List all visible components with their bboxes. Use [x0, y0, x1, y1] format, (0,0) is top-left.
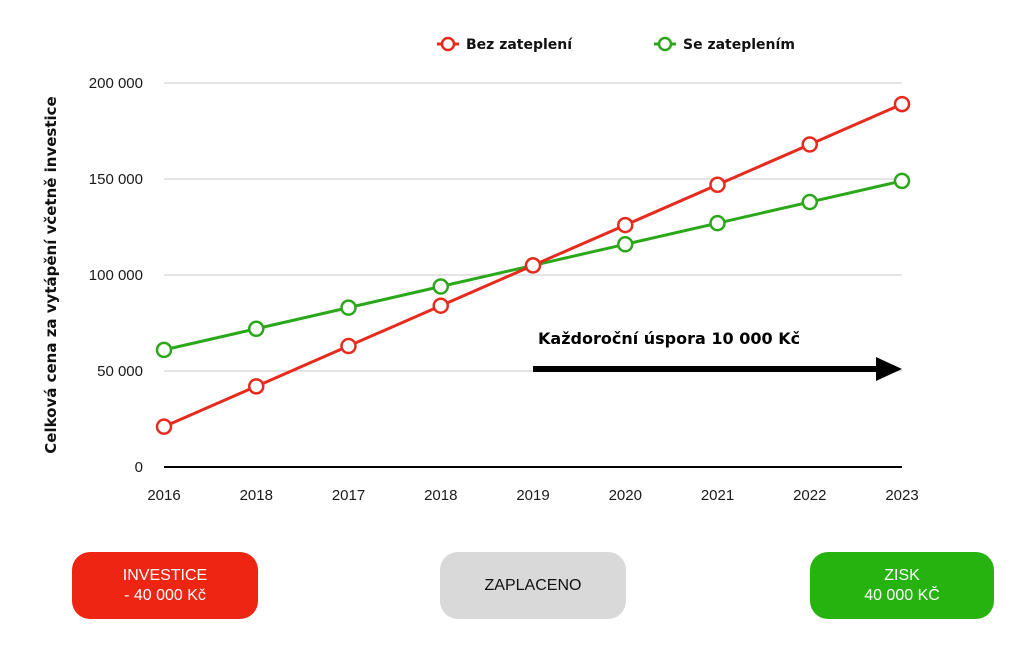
profit-box-value: 40 000 KČ [864, 586, 940, 604]
y-tick-labels: 0 50 000 100 000 150 000 200 000 [89, 75, 143, 476]
profit-box-title: ZISK [884, 566, 920, 584]
annotation-text: Každoroční úspora 10 000 Kč [538, 329, 800, 348]
data-point [155, 418, 173, 435]
x-tick-label: 2018 [424, 487, 457, 504]
data-point [524, 257, 542, 274]
x-tick-label: 2018 [240, 487, 273, 504]
x-tick-label: 2021 [701, 487, 734, 504]
paid-box: ZAPLACENO [440, 552, 626, 619]
data-point [432, 297, 449, 314]
y-tick-label: 200 000 [89, 75, 143, 92]
y-tick-label: 100 000 [89, 267, 143, 284]
data-point [432, 278, 449, 295]
data-point [155, 341, 173, 359]
investment-box-title: INVESTICE [122, 566, 208, 584]
data-point [709, 214, 726, 232]
x-tick-labels: 2016 2018 2017 2018 2019 2020 2021 2022 2023 [147, 487, 918, 504]
x-tick-label: 2017 [332, 487, 365, 504]
x-tick-label: 2019 [516, 487, 549, 504]
legend-label-se-zateplenim: Se zateplením [683, 37, 795, 53]
data-point [801, 193, 818, 211]
data-point [617, 216, 634, 234]
data-point [248, 320, 265, 338]
y-tick-label: 150 000 [89, 171, 143, 188]
investment-box: INVESTICE - 40 000 Kč [72, 552, 258, 619]
data-point [340, 337, 357, 355]
profit-box: ZISK 40 000 KČ [810, 552, 994, 619]
data-point [340, 299, 357, 316]
investment-box-value: - 40 000 Kč [124, 586, 206, 604]
legend: Bez zateplení Se zateplením [437, 36, 795, 53]
x-tick-label: 2016 [147, 487, 180, 504]
y-tick-label: 50 000 [97, 363, 143, 380]
y-tick-label: 0 [135, 459, 143, 476]
data-point [893, 172, 911, 190]
x-tick-label: 2020 [609, 487, 642, 504]
paid-box-title: ZAPLACENO [484, 576, 582, 594]
y-axis-title: Celková cena za vytápění včetně investic… [42, 96, 60, 453]
x-tick-label: 2022 [793, 487, 826, 504]
legend-marker-bez-zatepleni [440, 36, 456, 52]
data-point [248, 378, 265, 395]
annotation-arrow-head [876, 357, 902, 381]
legend-label-bez-zatepleni: Bez zateplení [466, 37, 573, 53]
series-layer [155, 95, 911, 435]
data-point [617, 236, 634, 253]
data-point [893, 95, 911, 113]
legend-marker-se-zateplenim [657, 36, 673, 52]
x-tick-label: 2023 [885, 487, 918, 504]
legend-item-se-zateplenim: Se zateplením [654, 36, 795, 53]
annotation: Každoroční úspora 10 000 Kč [533, 329, 902, 381]
data-point [801, 136, 818, 153]
legend-item-bez-zatepleni: Bez zateplení [437, 36, 573, 53]
data-point [709, 176, 726, 194]
gridlines [164, 82, 902, 468]
